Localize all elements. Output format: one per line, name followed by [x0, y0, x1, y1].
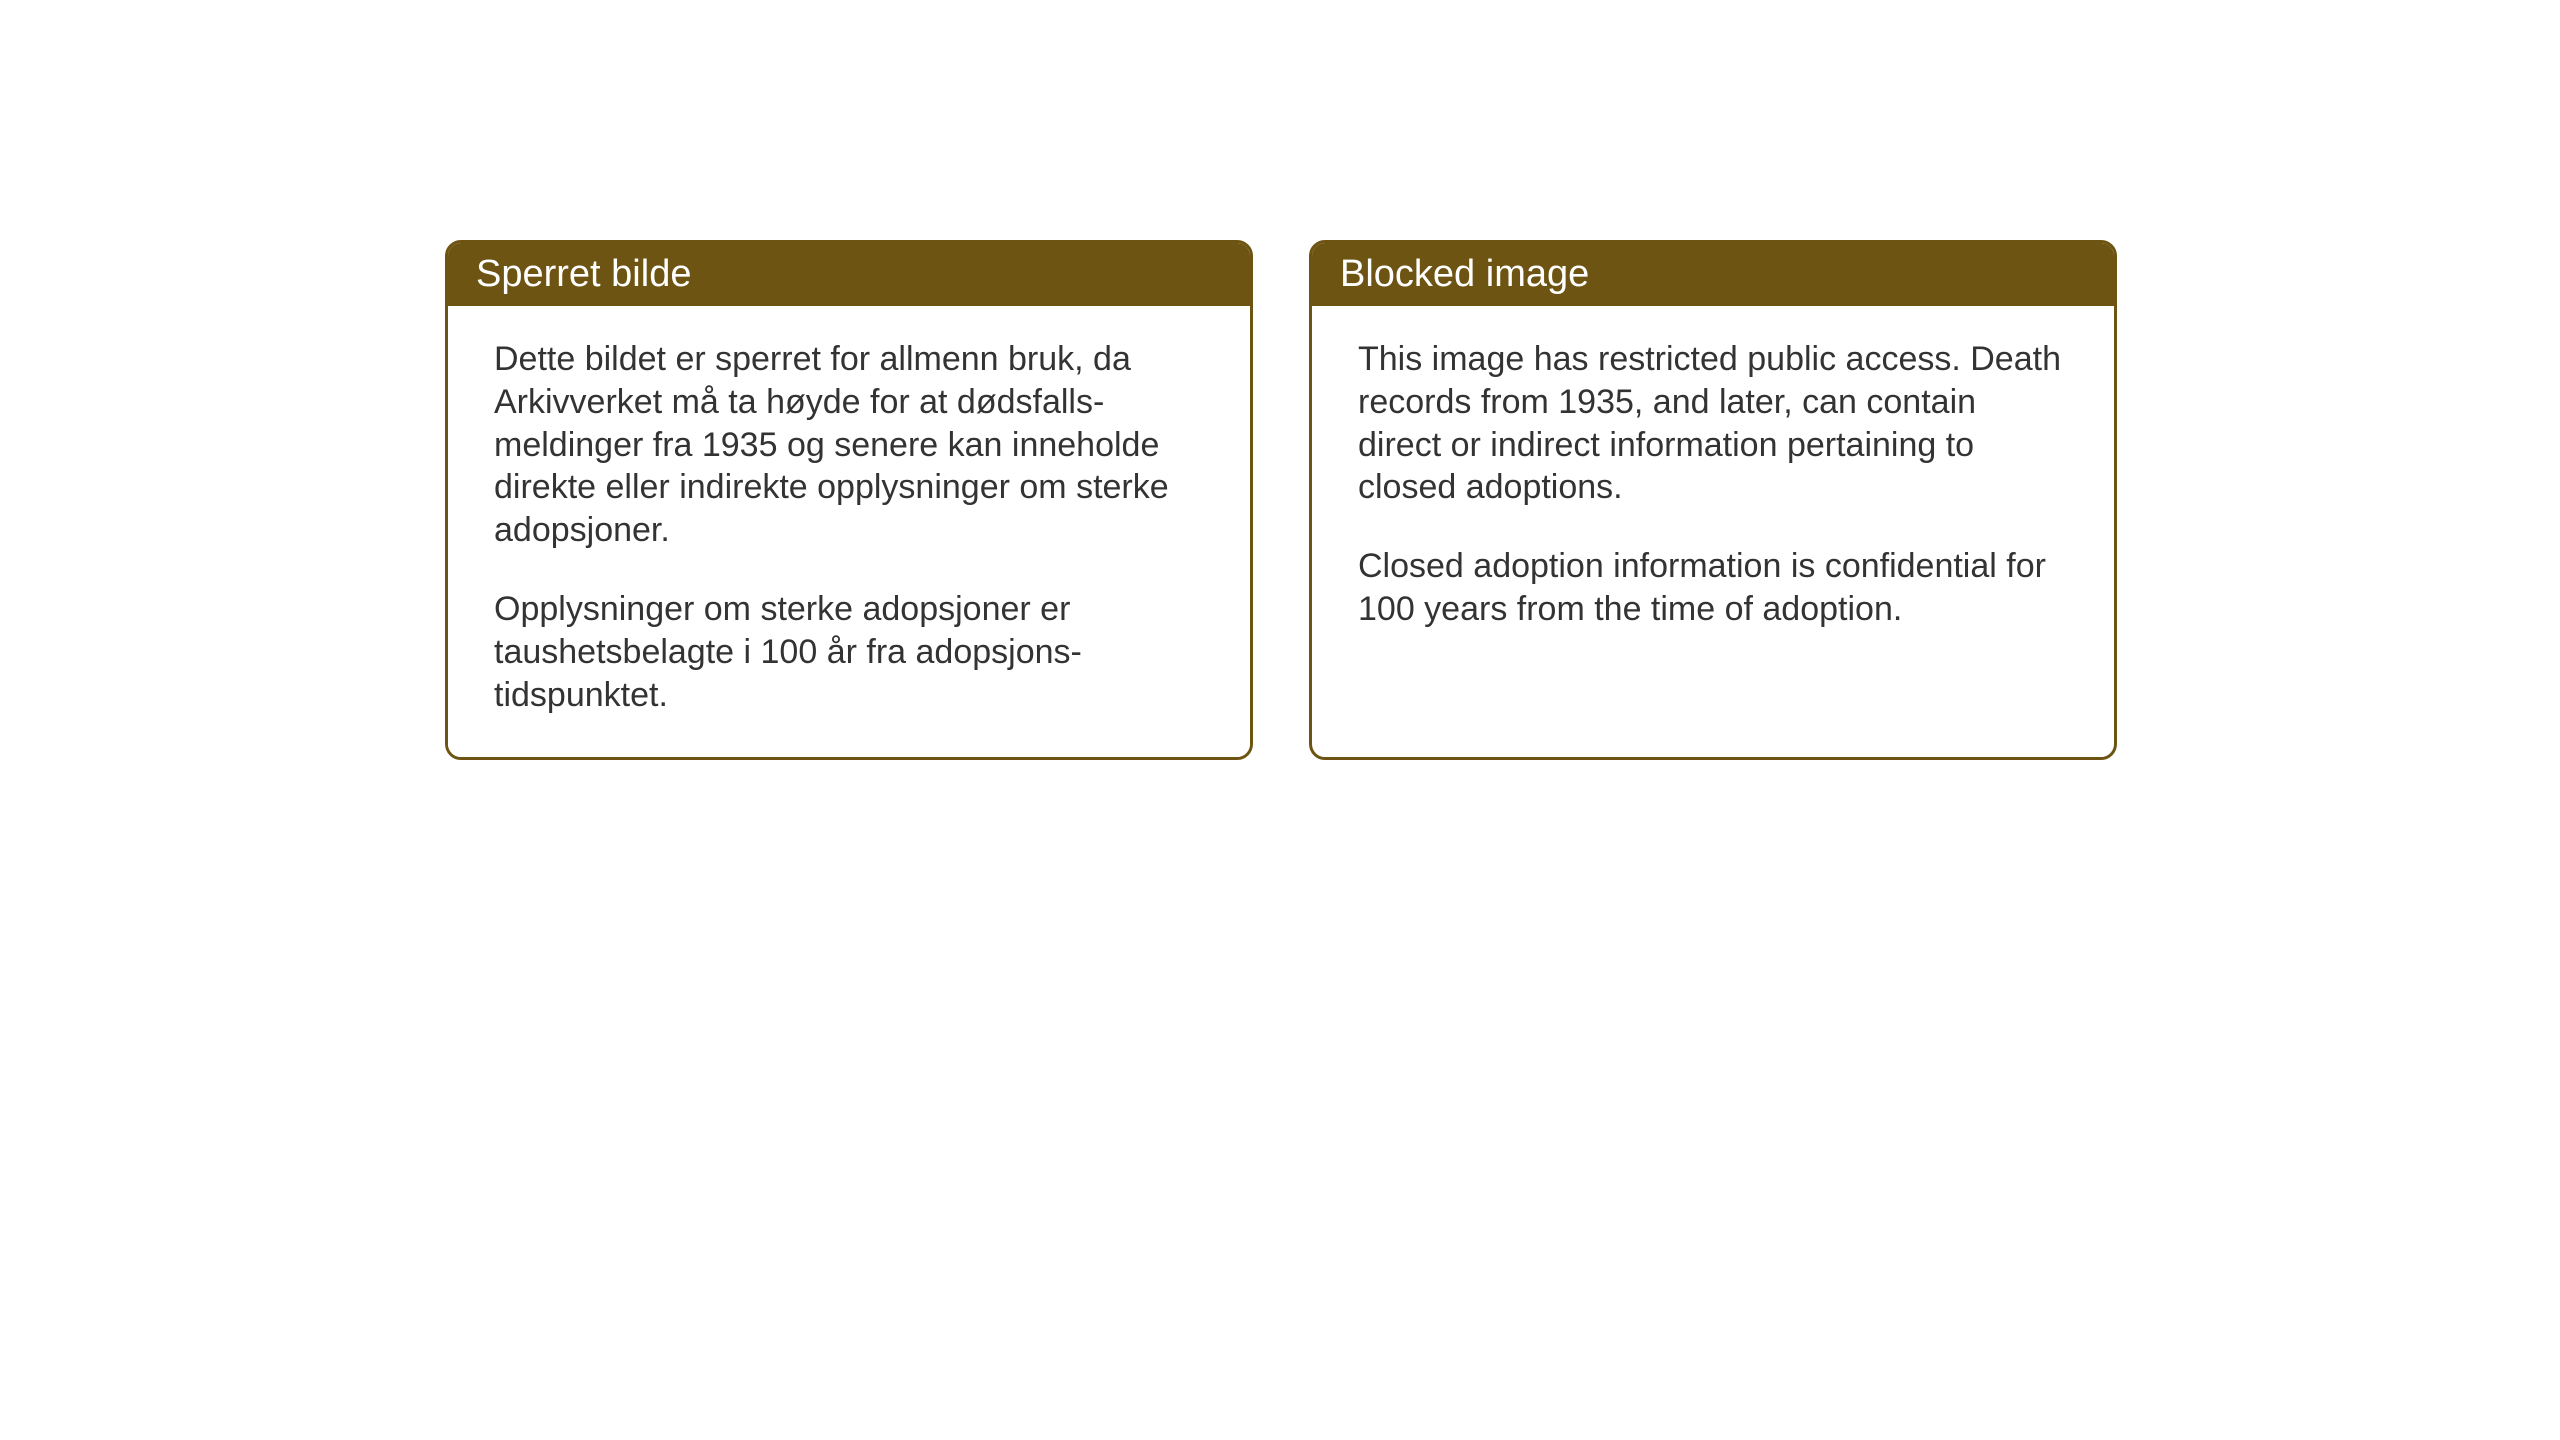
notice-card-english: Blocked image This image has restricted …	[1309, 240, 2117, 760]
card-title-norwegian: Sperret bilde	[476, 253, 691, 295]
paragraph-1-norwegian: Dette bildet er sperret for allmenn bruk…	[494, 338, 1204, 552]
card-body-norwegian: Dette bildet er sperret for allmenn bruk…	[448, 306, 1250, 757]
paragraph-2-english: Closed adoption information is confident…	[1358, 545, 2068, 631]
paragraph-1-english: This image has restricted public access.…	[1358, 338, 2068, 509]
card-title-english: Blocked image	[1340, 253, 1589, 295]
card-header-english: Blocked image	[1312, 243, 2114, 306]
card-header-norwegian: Sperret bilde	[448, 243, 1250, 306]
card-body-english: This image has restricted public access.…	[1312, 306, 2114, 736]
paragraph-2-norwegian: Opplysninger om sterke adopsjoner er tau…	[494, 588, 1204, 716]
notice-card-norwegian: Sperret bilde Dette bildet er sperret fo…	[445, 240, 1253, 760]
notice-container: Sperret bilde Dette bildet er sperret fo…	[445, 240, 2117, 760]
